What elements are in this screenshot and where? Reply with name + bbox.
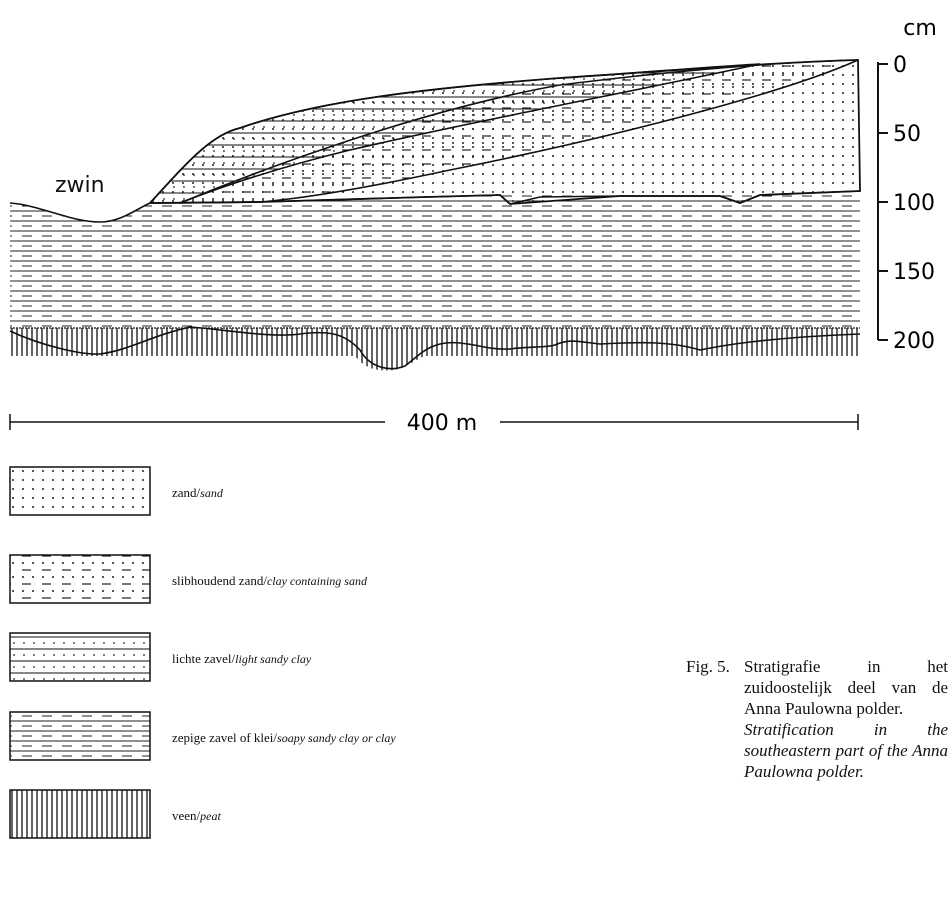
caption-dutch: Stratigrafie in het zuidoostelijk deel v…	[744, 657, 948, 718]
legend-swatch	[10, 467, 150, 515]
legend-dutch: zepige zavel of klei/	[172, 730, 277, 745]
channel-label: zwin	[55, 173, 105, 198]
depth-tick-label: 150	[893, 260, 935, 285]
legend-dutch: slibhoudend zand/	[172, 573, 267, 588]
cross-section: zwin cm 0 50 100 150 200 400 m zand/sand slib…	[0, 0, 950, 920]
legend-label: veen/peat	[172, 808, 221, 823]
legend-english: soapy sandy clay or clay	[277, 731, 396, 745]
legend-dutch: zand/	[172, 485, 201, 500]
legend-label: slibhoudend zand/clay containing sand	[172, 573, 368, 588]
depth-tick-label: 100	[893, 191, 935, 216]
legend-swatch	[10, 633, 150, 681]
peat-layer	[10, 328, 860, 356]
legend-english: sand	[200, 486, 224, 500]
legend-swatch	[10, 712, 150, 760]
scale-bar-label: 400 m	[407, 411, 477, 436]
legend-swatch	[10, 555, 150, 603]
page: {"depth_axis": {"unit": "cm", "ticks": […	[0, 0, 950, 920]
legend-english: light sandy clay	[235, 652, 312, 666]
depth-tick-label: 200	[893, 329, 935, 354]
depth-tick-label: 50	[893, 122, 921, 147]
legend-dutch: lichte zavel/	[172, 651, 236, 666]
legend-label: lichte zavel/light sandy clay	[172, 651, 312, 666]
axis-unit: cm	[903, 16, 937, 41]
caption: Fig. 5. Stratigrafie in het zuidoostelij…	[686, 656, 948, 782]
legend-dutch: veen/	[172, 808, 201, 823]
clay-layer	[10, 191, 860, 330]
legend-swatch	[10, 790, 150, 838]
legend-english: clay containing sand	[267, 574, 368, 588]
legend-label: zepige zavel of klei/soapy sandy clay or…	[172, 730, 396, 745]
caption-label: Fig. 5.	[686, 656, 730, 677]
caption-body: Stratigrafie in het zuidoostelijk deel v…	[744, 656, 948, 782]
caption-english: Stratification in the southeastern part …	[744, 719, 948, 782]
legend-english: peat	[199, 809, 221, 823]
legend-label: zand/sand	[172, 485, 224, 500]
depth-tick-label: 0	[893, 53, 907, 78]
